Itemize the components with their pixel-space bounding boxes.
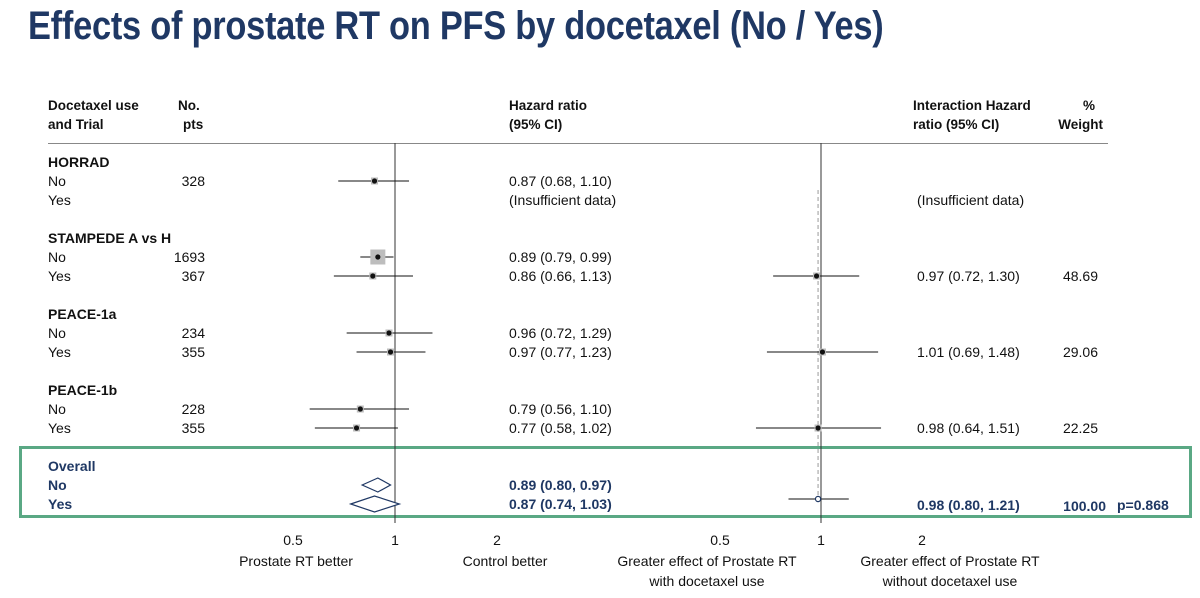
- trial-1-interaction-point: [813, 273, 820, 279]
- x-tick-label: 0.5: [283, 532, 303, 548]
- interaction-weight: 29.06: [1062, 344, 1098, 360]
- overall-row-0-diamond: [360, 477, 392, 493]
- header-weight-line1: %: [1082, 98, 1095, 113]
- row-hr-text: 0.89 (0.79, 0.99): [509, 249, 612, 265]
- x-tick-label: 1: [391, 532, 399, 548]
- row-hr-text: 0.96 (0.72, 1.29): [509, 325, 612, 341]
- overall-row-label: Yes: [48, 496, 73, 512]
- row-label: No: [48, 325, 66, 341]
- caption-greater-with-docetaxel-line: with docetaxel use: [649, 573, 765, 589]
- caption-prostate-rt-better: Prostate RT better: [146, 551, 446, 571]
- overall-row-1-diamond: [348, 495, 402, 513]
- caption-greater-with-docetaxel-line: Greater effect of Prostate RT: [617, 553, 797, 569]
- trial-name: STAMPEDE A vs H: [48, 230, 172, 246]
- header-ihr-line2: ratio (95% CI): [913, 117, 1000, 132]
- row-label: No: [48, 401, 66, 417]
- trial-1-row-0-point: [375, 254, 381, 260]
- header-hr-line2: (95% CI): [509, 117, 563, 132]
- overall-interaction-weight: 100.00: [1063, 498, 1106, 514]
- overall-name: Overall: [48, 458, 96, 474]
- header-separator: [48, 143, 1108, 144]
- caption-control-better-line: Control better: [462, 553, 548, 569]
- overall-interaction-text: 0.98 (0.80, 1.21): [917, 497, 1020, 513]
- header-pts-line1: No.: [178, 98, 200, 113]
- caption-greater-with-docetaxel: Greater effect of Prostate RT with doceta…: [557, 551, 857, 591]
- x-tick-label: 1: [817, 532, 825, 548]
- trial-3-row-1-point: [353, 425, 360, 431]
- row-hr-text: 0.79 (0.56, 1.10): [509, 401, 612, 417]
- trial-name: HORRAD: [48, 154, 110, 170]
- trial-2-row-1-point: [387, 349, 394, 355]
- row-pts: 228: [181, 401, 205, 417]
- overall-hr-text: 0.89 (0.80, 0.97): [509, 477, 612, 493]
- header-trial-line2: and Trial: [48, 117, 104, 132]
- interaction-weight: 48.69: [1062, 268, 1098, 284]
- header-pts: No. pts: [178, 96, 203, 134]
- row-label: Yes: [48, 420, 71, 436]
- header-weight-line2: Weight: [1058, 117, 1103, 132]
- overall-hr-text: 0.87 (0.74, 1.03): [509, 496, 612, 512]
- header-hr-line1: Hazard ratio: [509, 98, 588, 113]
- trial-2-interaction-point: [819, 349, 826, 355]
- x-tick-label: 2: [493, 532, 501, 548]
- row-label: Yes: [48, 344, 71, 360]
- header-trial: Docetaxel use and Trial: [48, 96, 139, 134]
- caption-greater-without-docetaxel-line: Greater effect of Prostate RT: [860, 553, 1040, 569]
- header-hr: Hazard ratio (95% CI): [509, 96, 587, 134]
- row-label: Yes: [48, 268, 71, 284]
- overall-highlight-box: [19, 446, 1192, 518]
- interaction-weight: 22.25: [1062, 420, 1098, 436]
- row-hr-text: (Insufficient data): [509, 192, 617, 208]
- trial-1-row-1-point: [370, 273, 376, 279]
- trial-name: PEACE-1a: [48, 306, 117, 322]
- row-hr-text: 0.97 (0.77, 1.23): [509, 344, 612, 360]
- x-tick-label: 2: [918, 532, 926, 548]
- trial-3-row-0-point: [357, 406, 363, 412]
- interaction-text: 1.01 (0.69, 1.48): [917, 344, 1020, 360]
- row-pts: 367: [181, 268, 205, 284]
- slide-title: Effects of prostate RT on PFS by docetax…: [28, 4, 884, 48]
- row-label: No: [48, 249, 66, 265]
- row-label: Yes: [48, 192, 71, 208]
- row-pts: 234: [181, 325, 205, 341]
- header-weight: % Weight: [1049, 96, 1103, 134]
- row-pts: 355: [181, 344, 205, 360]
- header-ihr: Interaction Hazard ratio (95% CI): [913, 96, 1031, 134]
- row-pts: 1693: [173, 249, 205, 265]
- interaction-text: 0.98 (0.64, 1.51): [917, 420, 1020, 436]
- overall-interaction-p: p=0.868: [1117, 497, 1169, 513]
- row-pts: 355: [181, 420, 205, 436]
- header-trial-line1: Docetaxel use: [48, 98, 139, 113]
- overall-row-label: No: [48, 477, 67, 493]
- interaction-text: 0.97 (0.72, 1.30): [917, 268, 1020, 284]
- caption-control-better: Control better: [355, 551, 655, 571]
- caption-greater-without-docetaxel-line: without docetaxel use: [882, 573, 1018, 589]
- header-pts-line2: pts: [183, 117, 204, 132]
- trial-name: PEACE-1b: [48, 382, 118, 398]
- trial-3-interaction-point: [815, 425, 821, 431]
- trial-0-row-0-point: [371, 178, 378, 184]
- interaction-text: (Insufficient data): [917, 192, 1025, 208]
- row-hr-text: 0.87 (0.68, 1.10): [509, 173, 612, 189]
- row-pts: 328: [181, 173, 205, 189]
- overall-interaction-point: [814, 495, 822, 503]
- row-hr-text: 0.86 (0.66, 1.13): [509, 268, 612, 284]
- header-ihr-line1: Interaction Hazard: [913, 98, 1031, 113]
- row-label: No: [48, 173, 66, 189]
- caption-prostate-rt-better-line: Prostate RT better: [239, 553, 353, 569]
- x-tick-label: 0.5: [710, 532, 730, 548]
- trial-2-row-0-point: [386, 330, 392, 336]
- caption-greater-without-docetaxel: Greater effect of Prostate RT without doc…: [800, 551, 1100, 591]
- row-hr-text: 0.77 (0.58, 1.02): [509, 420, 612, 436]
